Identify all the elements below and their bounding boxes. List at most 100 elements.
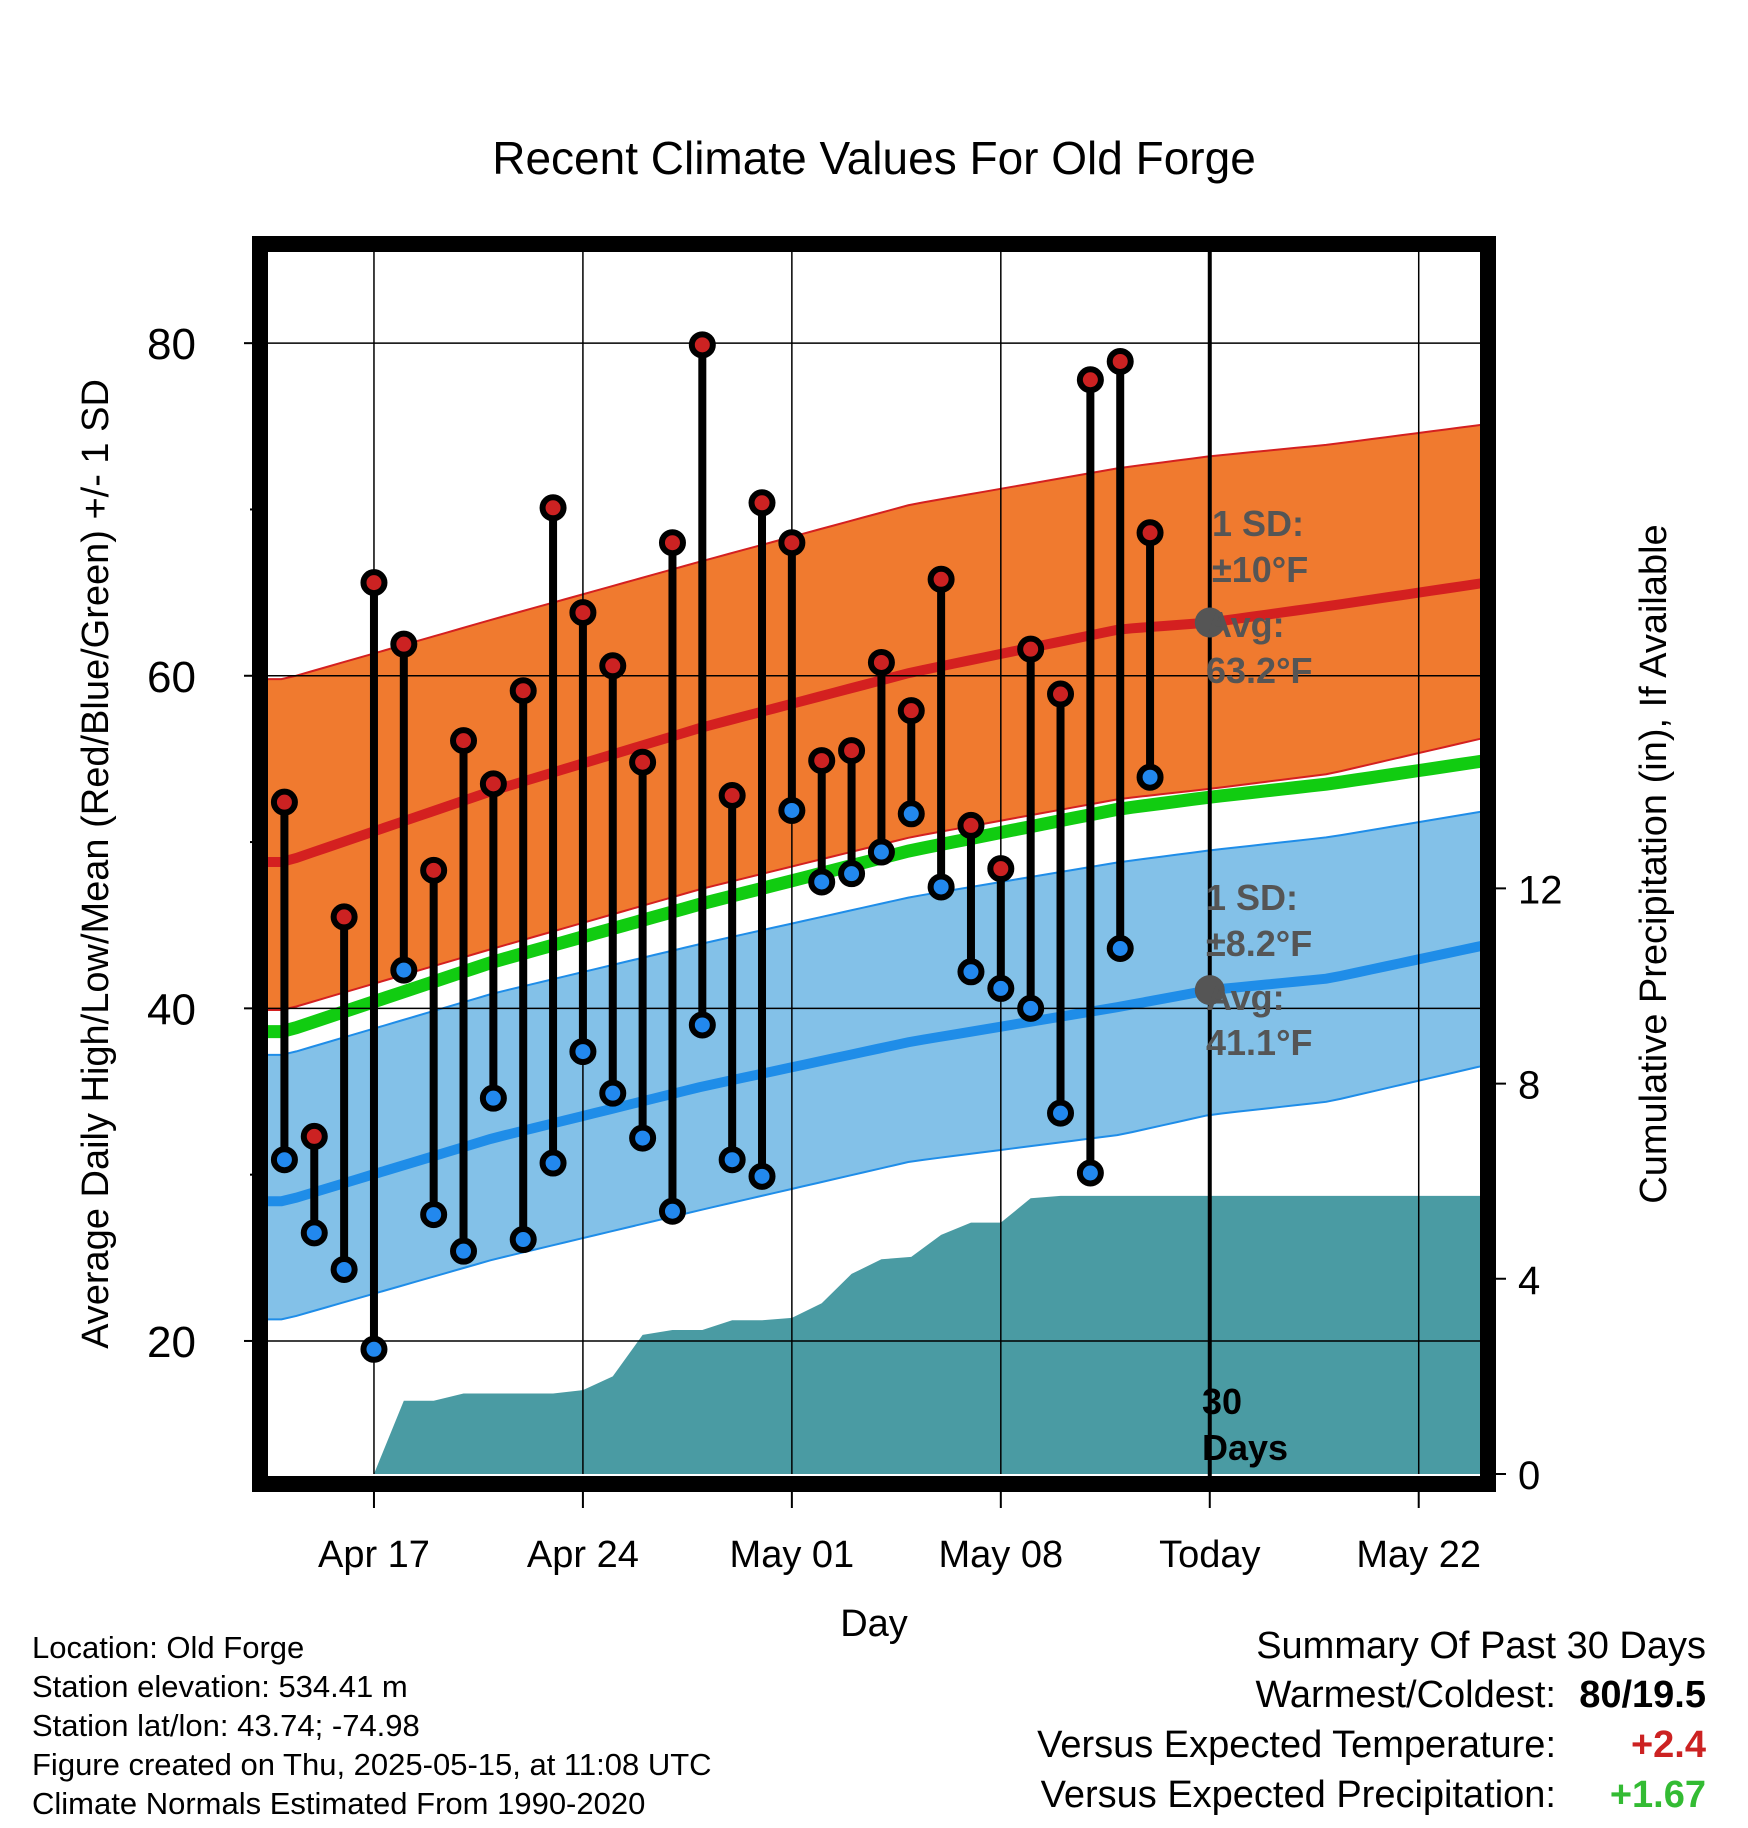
daily-high-point bbox=[1047, 680, 1075, 708]
daily-low-point bbox=[1017, 994, 1045, 1022]
high-sd-value: ±10°F bbox=[1212, 549, 1308, 590]
daily-low-point bbox=[748, 1162, 776, 1190]
low-sd-value: ±8.2°F bbox=[1206, 923, 1312, 964]
daily-high-point bbox=[1136, 519, 1164, 547]
y2-tick-label: 0 bbox=[1518, 1454, 1540, 1498]
daily-high-point bbox=[927, 565, 955, 593]
low-avg-label: Avg: bbox=[1206, 977, 1285, 1018]
high-avg-dot bbox=[1194, 607, 1225, 638]
summary-temp-value: +2.4 bbox=[1630, 1724, 1706, 1766]
x-axis-label: Day bbox=[840, 1603, 908, 1645]
y2-tick-label: 12 bbox=[1518, 868, 1563, 912]
y2-tick-label: 4 bbox=[1518, 1259, 1540, 1303]
x-tick-label: May 22 bbox=[1356, 1534, 1481, 1576]
x-tick-label: May 01 bbox=[730, 1534, 855, 1576]
info-normals: Climate Normals Estimated From 1990-2020 bbox=[32, 1786, 646, 1821]
today-days-label: Days bbox=[1202, 1427, 1288, 1468]
y2-axis-label: Cumulative Precipitation (in), If Availa… bbox=[1633, 524, 1675, 1203]
x-tick-label: Today bbox=[1159, 1534, 1260, 1576]
summary-precip-value: +1.67 bbox=[1609, 1774, 1706, 1816]
y-tick-label: 80 bbox=[147, 320, 196, 369]
low-avg-dot bbox=[1194, 975, 1225, 1006]
daily-high-point bbox=[599, 652, 627, 680]
daily-low-point bbox=[987, 974, 1015, 1002]
precipitation-area-layer bbox=[373, 1195, 1480, 1474]
daily-high-point bbox=[718, 781, 746, 809]
high-avg-value: 63.2°F bbox=[1206, 650, 1312, 691]
x-tick-label: Apr 17 bbox=[318, 1534, 430, 1576]
normal-low-line bbox=[268, 941, 1480, 1207]
daily-high-point bbox=[808, 747, 836, 775]
daily-high-point bbox=[1076, 366, 1104, 394]
daily-high-point bbox=[1017, 635, 1045, 663]
daily-low-point bbox=[569, 1038, 597, 1066]
daily-high-point bbox=[300, 1122, 328, 1150]
info-location: Location: Old Forge bbox=[32, 1630, 305, 1665]
y-axis-label: Average Daily High/Low/Mean (Red/Blue/Gr… bbox=[75, 379, 117, 1349]
x-tick-label: May 08 bbox=[939, 1534, 1064, 1576]
daily-low-point bbox=[718, 1146, 746, 1174]
summary-temp-label: Versus Expected Temperature: bbox=[1037, 1724, 1556, 1766]
normal-bands-layer bbox=[268, 423, 1480, 1321]
x-tick-label: Apr 24 bbox=[527, 1534, 639, 1576]
daily-high-point bbox=[629, 748, 657, 776]
daily-low-point bbox=[778, 796, 806, 824]
daily-high-point bbox=[658, 529, 686, 557]
daily-high-point bbox=[987, 855, 1015, 883]
daily-high-point bbox=[957, 811, 985, 839]
daily-low-point bbox=[1076, 1159, 1104, 1187]
info-elevation: Station elevation: 534.41 m bbox=[32, 1669, 408, 1704]
summary-precip-row: Versus Expected Precipitation: +1.67 bbox=[806, 1770, 1706, 1820]
daily-high-point bbox=[748, 489, 776, 517]
daily-high-point bbox=[838, 737, 866, 765]
normal-high-line bbox=[268, 578, 1480, 868]
daily-low-point bbox=[838, 860, 866, 888]
summary-title: Summary Of Past 30 Days bbox=[1256, 1625, 1706, 1667]
plot-frame bbox=[252, 236, 1496, 1492]
daily-high-point bbox=[479, 770, 507, 798]
daily-low-point bbox=[390, 956, 418, 984]
daily-range-layer bbox=[270, 331, 1164, 1363]
daily-low-point bbox=[808, 868, 836, 896]
daily-low-point bbox=[420, 1201, 448, 1229]
station-info-panel: Location: Old Forge Station elevation: 5… bbox=[32, 1628, 712, 1823]
summary-panel: Summary Of Past 30 Days Warmest/Coldest:… bbox=[806, 1622, 1706, 1820]
y-tick-label: 40 bbox=[147, 985, 196, 1034]
summary-warmest-value: 80/19.5 bbox=[1579, 1674, 1706, 1716]
daily-low-point bbox=[1047, 1099, 1075, 1127]
daily-high-point bbox=[867, 648, 895, 676]
summary-warmest-label: Warmest/Coldest: bbox=[1255, 1674, 1556, 1716]
daily-high-point bbox=[420, 856, 448, 884]
info-created: Figure created on Thu, 2025-05-15, at 11… bbox=[32, 1747, 712, 1782]
y-tick-label: 60 bbox=[147, 653, 196, 702]
daily-low-point bbox=[658, 1197, 686, 1225]
daily-low-point bbox=[270, 1146, 298, 1174]
chart-title: Recent Climate Values For Old Forge bbox=[492, 132, 1256, 184]
daily-low-point bbox=[629, 1124, 657, 1152]
daily-low-point bbox=[867, 838, 895, 866]
high-avg-label: Avg: bbox=[1206, 604, 1285, 645]
daily-high-point bbox=[569, 599, 597, 627]
today-days-label: 30 bbox=[1202, 1381, 1242, 1422]
daily-low-point bbox=[330, 1255, 358, 1283]
daily-high-point bbox=[778, 529, 806, 557]
info-latlon: Station lat/lon: 43.74; -74.98 bbox=[32, 1708, 420, 1743]
low-sd-label: 1 SD: bbox=[1206, 877, 1298, 918]
daily-low-point bbox=[539, 1149, 567, 1177]
daily-high-point bbox=[330, 903, 358, 931]
summary-temp-row: Versus Expected Temperature: +2.4 bbox=[806, 1720, 1706, 1770]
daily-low-point bbox=[1106, 934, 1134, 962]
daily-low-point bbox=[509, 1226, 537, 1254]
daily-high-point bbox=[450, 727, 478, 755]
daily-high-point bbox=[360, 569, 388, 597]
daily-high-point bbox=[390, 630, 418, 658]
low-avg-value: 41.1°F bbox=[1206, 1022, 1312, 1063]
daily-low-point bbox=[957, 958, 985, 986]
daily-high-point bbox=[509, 677, 537, 705]
high-sd-label: 1 SD: bbox=[1212, 503, 1304, 544]
daily-low-point bbox=[450, 1237, 478, 1265]
daily-low-point bbox=[479, 1084, 507, 1112]
axes-layer: 20 40 60 80 0 4 8 12 Apr 17 Apr 24 May 01 May 08 Tod… bbox=[147, 320, 1562, 1576]
